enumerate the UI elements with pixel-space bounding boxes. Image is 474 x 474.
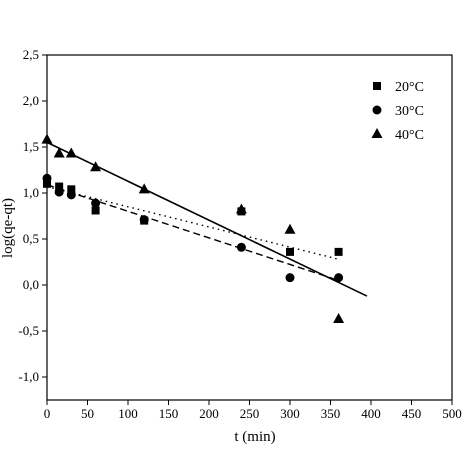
y-tick-label: 2,0 (23, 93, 39, 108)
y-axis-label: log(qe-qt) (0, 198, 16, 258)
legend-label: 20°C (395, 80, 424, 95)
data-point (235, 203, 247, 214)
data-point (285, 273, 295, 283)
x-tick-label: 400 (361, 406, 381, 421)
legend-label: 30°C (395, 104, 424, 119)
x-axis-label: t (min) (234, 429, 275, 445)
x-tick-label: 350 (321, 406, 341, 421)
data-point (55, 182, 64, 191)
y-tick-label: 0,5 (23, 231, 39, 246)
data-point (334, 247, 343, 256)
data-point (53, 147, 65, 158)
y-tick-label: 2,5 (23, 47, 39, 62)
x-tick-label: 500 (442, 406, 462, 421)
x-tick-label: 100 (118, 406, 138, 421)
data-point (236, 242, 246, 252)
legend-marker (372, 105, 382, 115)
data-point (54, 187, 64, 197)
y-tick-label: 1,5 (23, 139, 39, 154)
data-point (65, 147, 77, 158)
legend-label: 40°C (395, 128, 424, 143)
legend-marker (371, 128, 383, 138)
y-tick-label: 0,0 (23, 277, 39, 292)
plot-frame (46, 54, 453, 401)
y-tick-label: -1,0 (18, 369, 39, 384)
data-point (334, 273, 344, 283)
x-tick-label: 50 (81, 406, 94, 421)
data-point (41, 133, 53, 144)
x-tick-label: 0 (44, 406, 51, 421)
y-tick-label: -0,5 (18, 323, 39, 338)
data-point (138, 183, 150, 194)
data-point (284, 223, 296, 234)
data-point (91, 198, 101, 208)
fit-line (46, 141, 368, 297)
x-tick-label: 200 (199, 406, 219, 421)
x-tick-label: 300 (280, 406, 300, 421)
data-point (42, 173, 52, 183)
fit-line (46, 184, 339, 282)
x-tick-label: 450 (402, 406, 422, 421)
y-tick-label: 1,0 (23, 185, 39, 200)
data-point (139, 215, 149, 225)
fit-line (46, 185, 339, 260)
data-point (286, 247, 294, 256)
data-point (91, 206, 100, 215)
data-point (67, 185, 76, 194)
data-point (43, 179, 51, 188)
data-point (90, 161, 102, 172)
data-point (66, 190, 76, 200)
x-tick-label: 150 (159, 406, 179, 421)
legend-marker (373, 82, 381, 90)
x-tick-label: 250 (240, 406, 260, 421)
data-point (333, 313, 345, 324)
